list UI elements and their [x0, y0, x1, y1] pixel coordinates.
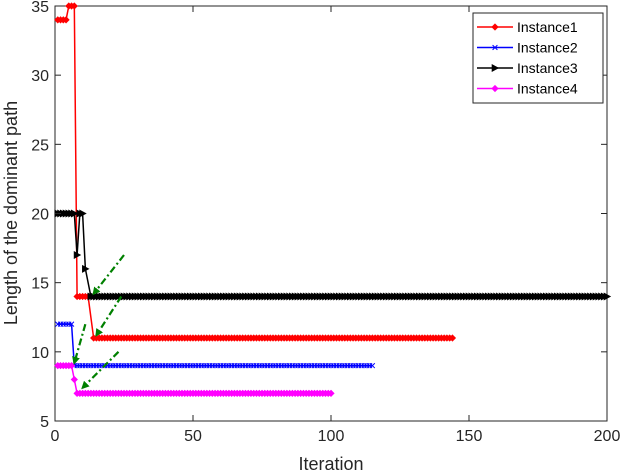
legend: Instance1 Instance2 Instance3 Instance4 — [472, 12, 604, 104]
annotation-layer — [72, 254, 125, 390]
annotation-arrow — [92, 254, 125, 296]
data-point — [327, 389, 335, 397]
data-point — [70, 2, 78, 10]
data-point — [68, 321, 75, 327]
data-point — [62, 16, 70, 24]
x-tick-label: 150 — [456, 428, 483, 445]
legend-marker — [491, 23, 499, 31]
x-tick-label: 200 — [594, 428, 621, 445]
y-tick-label: 20 — [31, 207, 49, 224]
legend-label: Instance2 — [517, 40, 578, 56]
series-layer — [54, 2, 612, 397]
data-point — [369, 362, 376, 369]
legend-item: Instance3 — [477, 60, 578, 76]
series-instance2 — [55, 321, 376, 369]
data-point — [82, 264, 90, 273]
x-tick-label: 100 — [318, 428, 345, 445]
data-point — [79, 209, 87, 218]
x-axis-label: Iteration — [298, 454, 363, 474]
legend-item: Instance4 — [477, 81, 578, 97]
series-instance3 — [54, 209, 612, 301]
legend-marker — [491, 63, 500, 73]
y-tick-label: 25 — [31, 137, 49, 154]
legend-label: Instance3 — [517, 60, 578, 76]
data-point — [71, 209, 79, 218]
legend-label: Instance4 — [517, 81, 578, 97]
y-tick-label: 10 — [31, 345, 49, 362]
data-point — [448, 334, 457, 342]
y-tick-label: 35 — [31, 0, 49, 16]
axis-layer: 0 50 100 150 200 5 10 15 20 25 30 35 — [31, 0, 620, 445]
legend-item: Instance1 — [477, 19, 578, 35]
series-instance1 — [54, 2, 457, 342]
x-tick-label: 50 — [184, 428, 202, 445]
legend-marker — [491, 84, 499, 93]
data-point — [70, 375, 78, 384]
legend-marker — [492, 44, 498, 51]
y-axis-label: Length of the dominant path — [1, 101, 21, 325]
data-point — [73, 250, 82, 260]
x-tick-label: 0 — [51, 428, 60, 445]
series-instance4 — [54, 362, 335, 397]
data-point — [603, 292, 612, 301]
y-tick-label: 5 — [40, 414, 49, 431]
annotation-arrow — [72, 323, 87, 365]
legend-item: Instance2 — [477, 40, 578, 56]
y-tick-label: 15 — [31, 276, 49, 293]
y-tick-label: 30 — [31, 68, 49, 85]
legend-label: Instance1 — [517, 19, 578, 35]
annotation-arrow — [81, 351, 120, 390]
